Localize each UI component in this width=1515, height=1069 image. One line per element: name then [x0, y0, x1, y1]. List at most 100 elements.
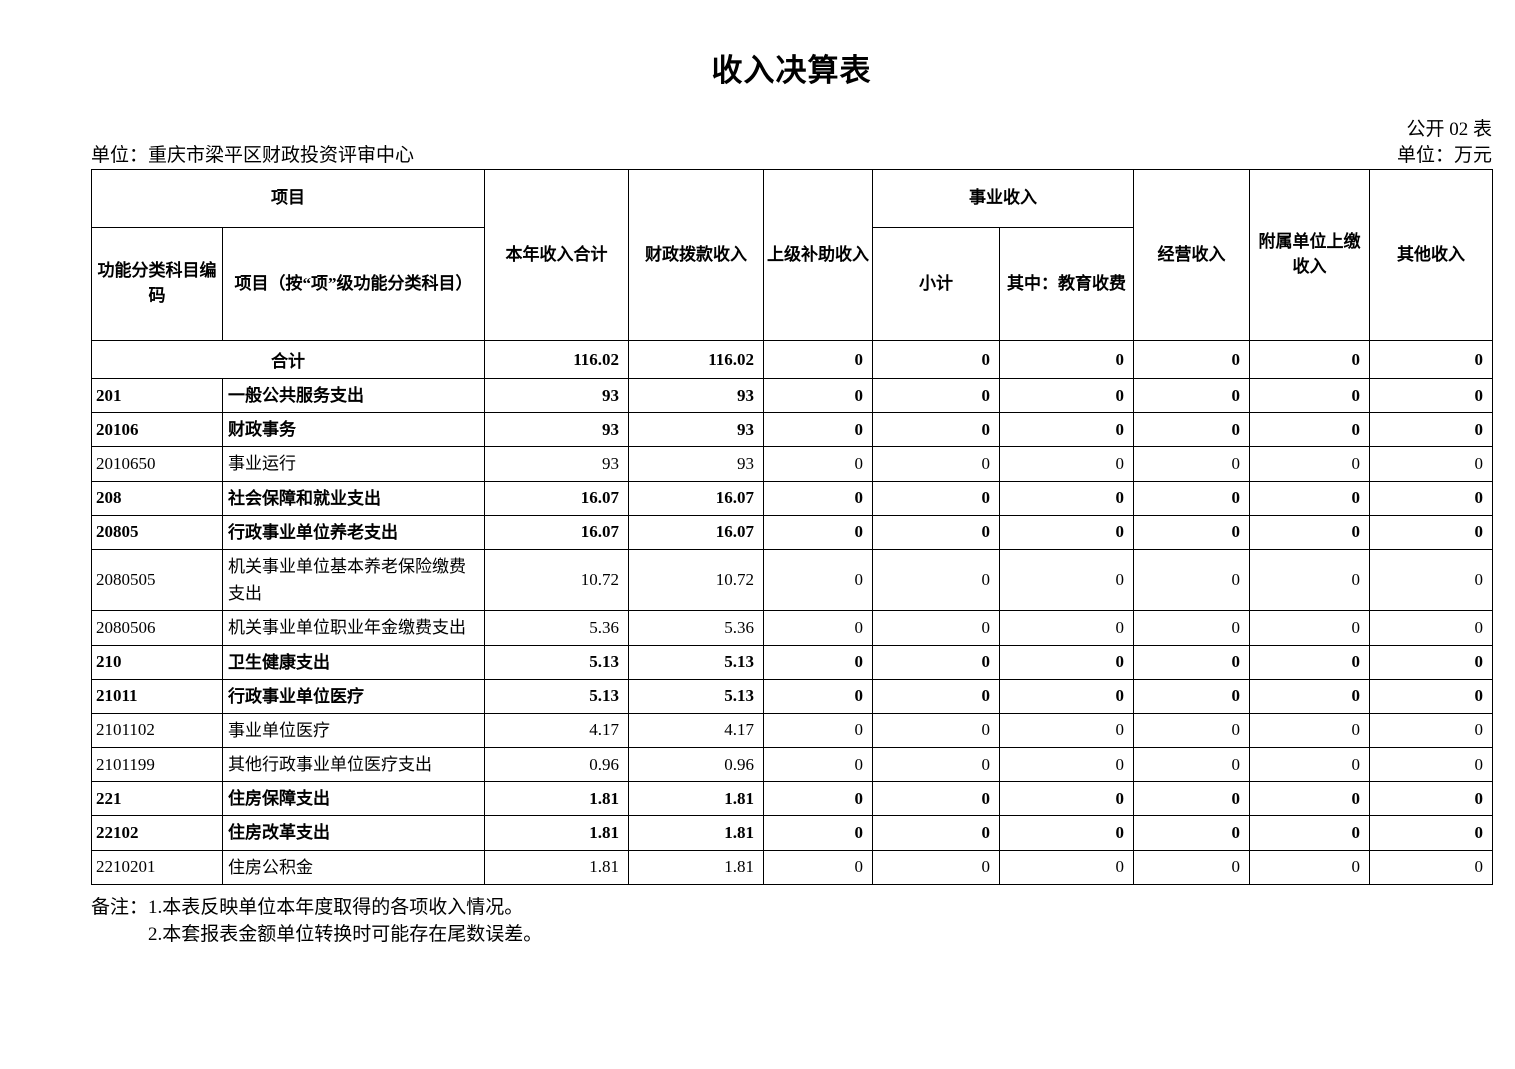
- cell-value: 0: [1369, 480, 1493, 516]
- table-number-label: 公开 02 表: [1406, 119, 1492, 140]
- header-education-fee: 其中：教育收费: [999, 227, 1134, 341]
- cell-value: 0: [872, 340, 1000, 379]
- table-row: 201 一般公共服务支出 93 93 0 0 0 0 0 0: [91, 377, 1493, 414]
- cell-value: 0: [1133, 678, 1250, 714]
- cell-function-code: 2101199: [91, 747, 223, 783]
- cell-value: 0: [1369, 610, 1493, 646]
- cell-value: 93: [484, 412, 629, 448]
- cell-function-code: 20805: [91, 514, 223, 550]
- cell-value: 0: [999, 610, 1134, 646]
- cell-value: 0: [1133, 548, 1250, 612]
- header-subtotal: 小计: [872, 227, 1000, 341]
- cell-function-code: 2080506: [91, 610, 223, 646]
- header-affiliated-income: 附属单位上缴收入: [1249, 169, 1370, 341]
- cell-grand-total-label: 合计: [91, 340, 485, 379]
- cell-project-name: 事业运行: [222, 446, 485, 482]
- cell-value: 1.81: [484, 815, 629, 851]
- cell-value: 0: [1369, 781, 1493, 817]
- cell-project-name: 行政事业单位医疗: [222, 678, 485, 714]
- table-row: 210 卫生健康支出 5.13 5.13 0 0 0 0 0 0: [91, 644, 1493, 680]
- cell-value: 0: [1133, 610, 1250, 646]
- cell-value: 116.02: [628, 340, 764, 379]
- cell-value: 0: [1249, 610, 1370, 646]
- cell-value: 0: [763, 712, 873, 749]
- cell-function-code: 2101102: [91, 712, 223, 749]
- cell-value: 0: [1249, 514, 1370, 550]
- cell-value: 0: [1369, 712, 1493, 749]
- table-row-grand-total: 合计 116.02 116.02 0 0 0 0 0 0: [91, 340, 1493, 379]
- table-row: 2080505 机关事业单位基本养老保险缴费支出 10.72 10.72 0 0 0 0 0 0: [91, 548, 1493, 612]
- cell-value: 0: [1369, 514, 1493, 550]
- cell-value: 0: [763, 412, 873, 448]
- cell-value: 0: [1369, 412, 1493, 448]
- cell-project-name: 机关事业单位职业年金缴费支出: [222, 610, 485, 646]
- cell-value: 0: [1133, 340, 1250, 379]
- cell-value: 16.07: [628, 480, 764, 516]
- cell-value: 0: [1133, 377, 1250, 414]
- cell-value: 0: [1369, 849, 1493, 885]
- cell-value: 5.13: [628, 644, 764, 680]
- note-line-1: 备注：1.本表反映单位本年度取得的各项收入情况。: [91, 896, 524, 918]
- table-row: 2010650 事业运行 93 93 0 0 0 0 0 0: [91, 446, 1493, 482]
- meta-row: 单位：重庆市梁平区财政投资评审中心 单位：万元: [91, 144, 1492, 168]
- cell-value: 0: [763, 446, 873, 482]
- cell-project-name: 社会保障和就业支出: [222, 480, 485, 516]
- cell-value: 0: [999, 340, 1134, 379]
- cell-value: 0: [999, 446, 1134, 482]
- cell-value: 0: [763, 644, 873, 680]
- cell-value: 0: [763, 815, 873, 851]
- cell-function-code: 2080505: [91, 548, 223, 612]
- cell-value: 0: [1249, 412, 1370, 448]
- cell-value: 0: [999, 849, 1134, 885]
- cell-value: 1.81: [628, 849, 764, 885]
- cell-value: 0: [1249, 446, 1370, 482]
- header-other-income: 其他收入: [1369, 169, 1493, 341]
- header-row-group: 项目 本年收入合计 财政拨款收入 上级补助收入 事业收入 经营收入 附属单位上缴…: [91, 169, 1493, 341]
- cell-value: 0: [763, 678, 873, 714]
- cell-value: 0: [872, 644, 1000, 680]
- cell-value: 1.81: [628, 815, 764, 851]
- cell-value: 0: [1369, 678, 1493, 714]
- table-row: 20805 行政事业单位养老支出 16.07 16.07 0 0 0 0 0 0: [91, 514, 1493, 550]
- cell-value: 0: [1249, 644, 1370, 680]
- cell-value: 0: [1133, 412, 1250, 448]
- cell-value: 0: [872, 781, 1000, 817]
- cell-value: 0: [1369, 815, 1493, 851]
- cell-value: 0: [999, 815, 1134, 851]
- cell-value: 0: [1249, 712, 1370, 749]
- cell-value: 0: [1249, 678, 1370, 714]
- cell-value: 0: [1133, 781, 1250, 817]
- table-header: 项目 本年收入合计 财政拨款收入 上级补助收入 事业收入 经营收入 附属单位上缴…: [91, 169, 1493, 341]
- cell-value: 0: [1249, 377, 1370, 414]
- cell-value: 0: [1249, 340, 1370, 379]
- cell-value: 116.02: [484, 340, 629, 379]
- cell-value: 0: [872, 446, 1000, 482]
- cell-value: 16.07: [484, 480, 629, 516]
- cell-value: 93: [484, 446, 629, 482]
- cell-value: 5.36: [484, 610, 629, 646]
- cell-value: 0: [1369, 644, 1493, 680]
- cell-project-name: 一般公共服务支出: [222, 377, 485, 414]
- cell-value: 0: [1249, 548, 1370, 612]
- cell-value: 0: [872, 849, 1000, 885]
- cell-value: 0: [763, 849, 873, 885]
- cell-function-code: 22102: [91, 815, 223, 851]
- cell-value: 93: [628, 446, 764, 482]
- cell-project-name: 住房保障支出: [222, 781, 485, 817]
- cell-value: 0: [1249, 747, 1370, 783]
- cell-value: 0: [1133, 514, 1250, 550]
- cell-value: 0: [1369, 340, 1493, 379]
- header-year-total: 本年收入合计: [484, 169, 629, 341]
- cell-value: 1.81: [484, 781, 629, 817]
- cell-function-code: 201: [91, 377, 223, 414]
- table-row: 208 社会保障和就业支出 16.07 16.07 0 0 0 0 0 0: [91, 480, 1493, 516]
- cell-value: 0.96: [628, 747, 764, 783]
- cell-value: 0: [999, 644, 1134, 680]
- cell-value: 0: [763, 747, 873, 783]
- cell-value: 0: [999, 548, 1134, 612]
- cell-function-code: 221: [91, 781, 223, 817]
- cell-value: 0: [763, 340, 873, 379]
- header-project-group: 项目: [91, 169, 485, 228]
- cell-value: 0: [1369, 377, 1493, 414]
- table-row: 20106 财政事务 93 93 0 0 0 0 0 0: [91, 412, 1493, 448]
